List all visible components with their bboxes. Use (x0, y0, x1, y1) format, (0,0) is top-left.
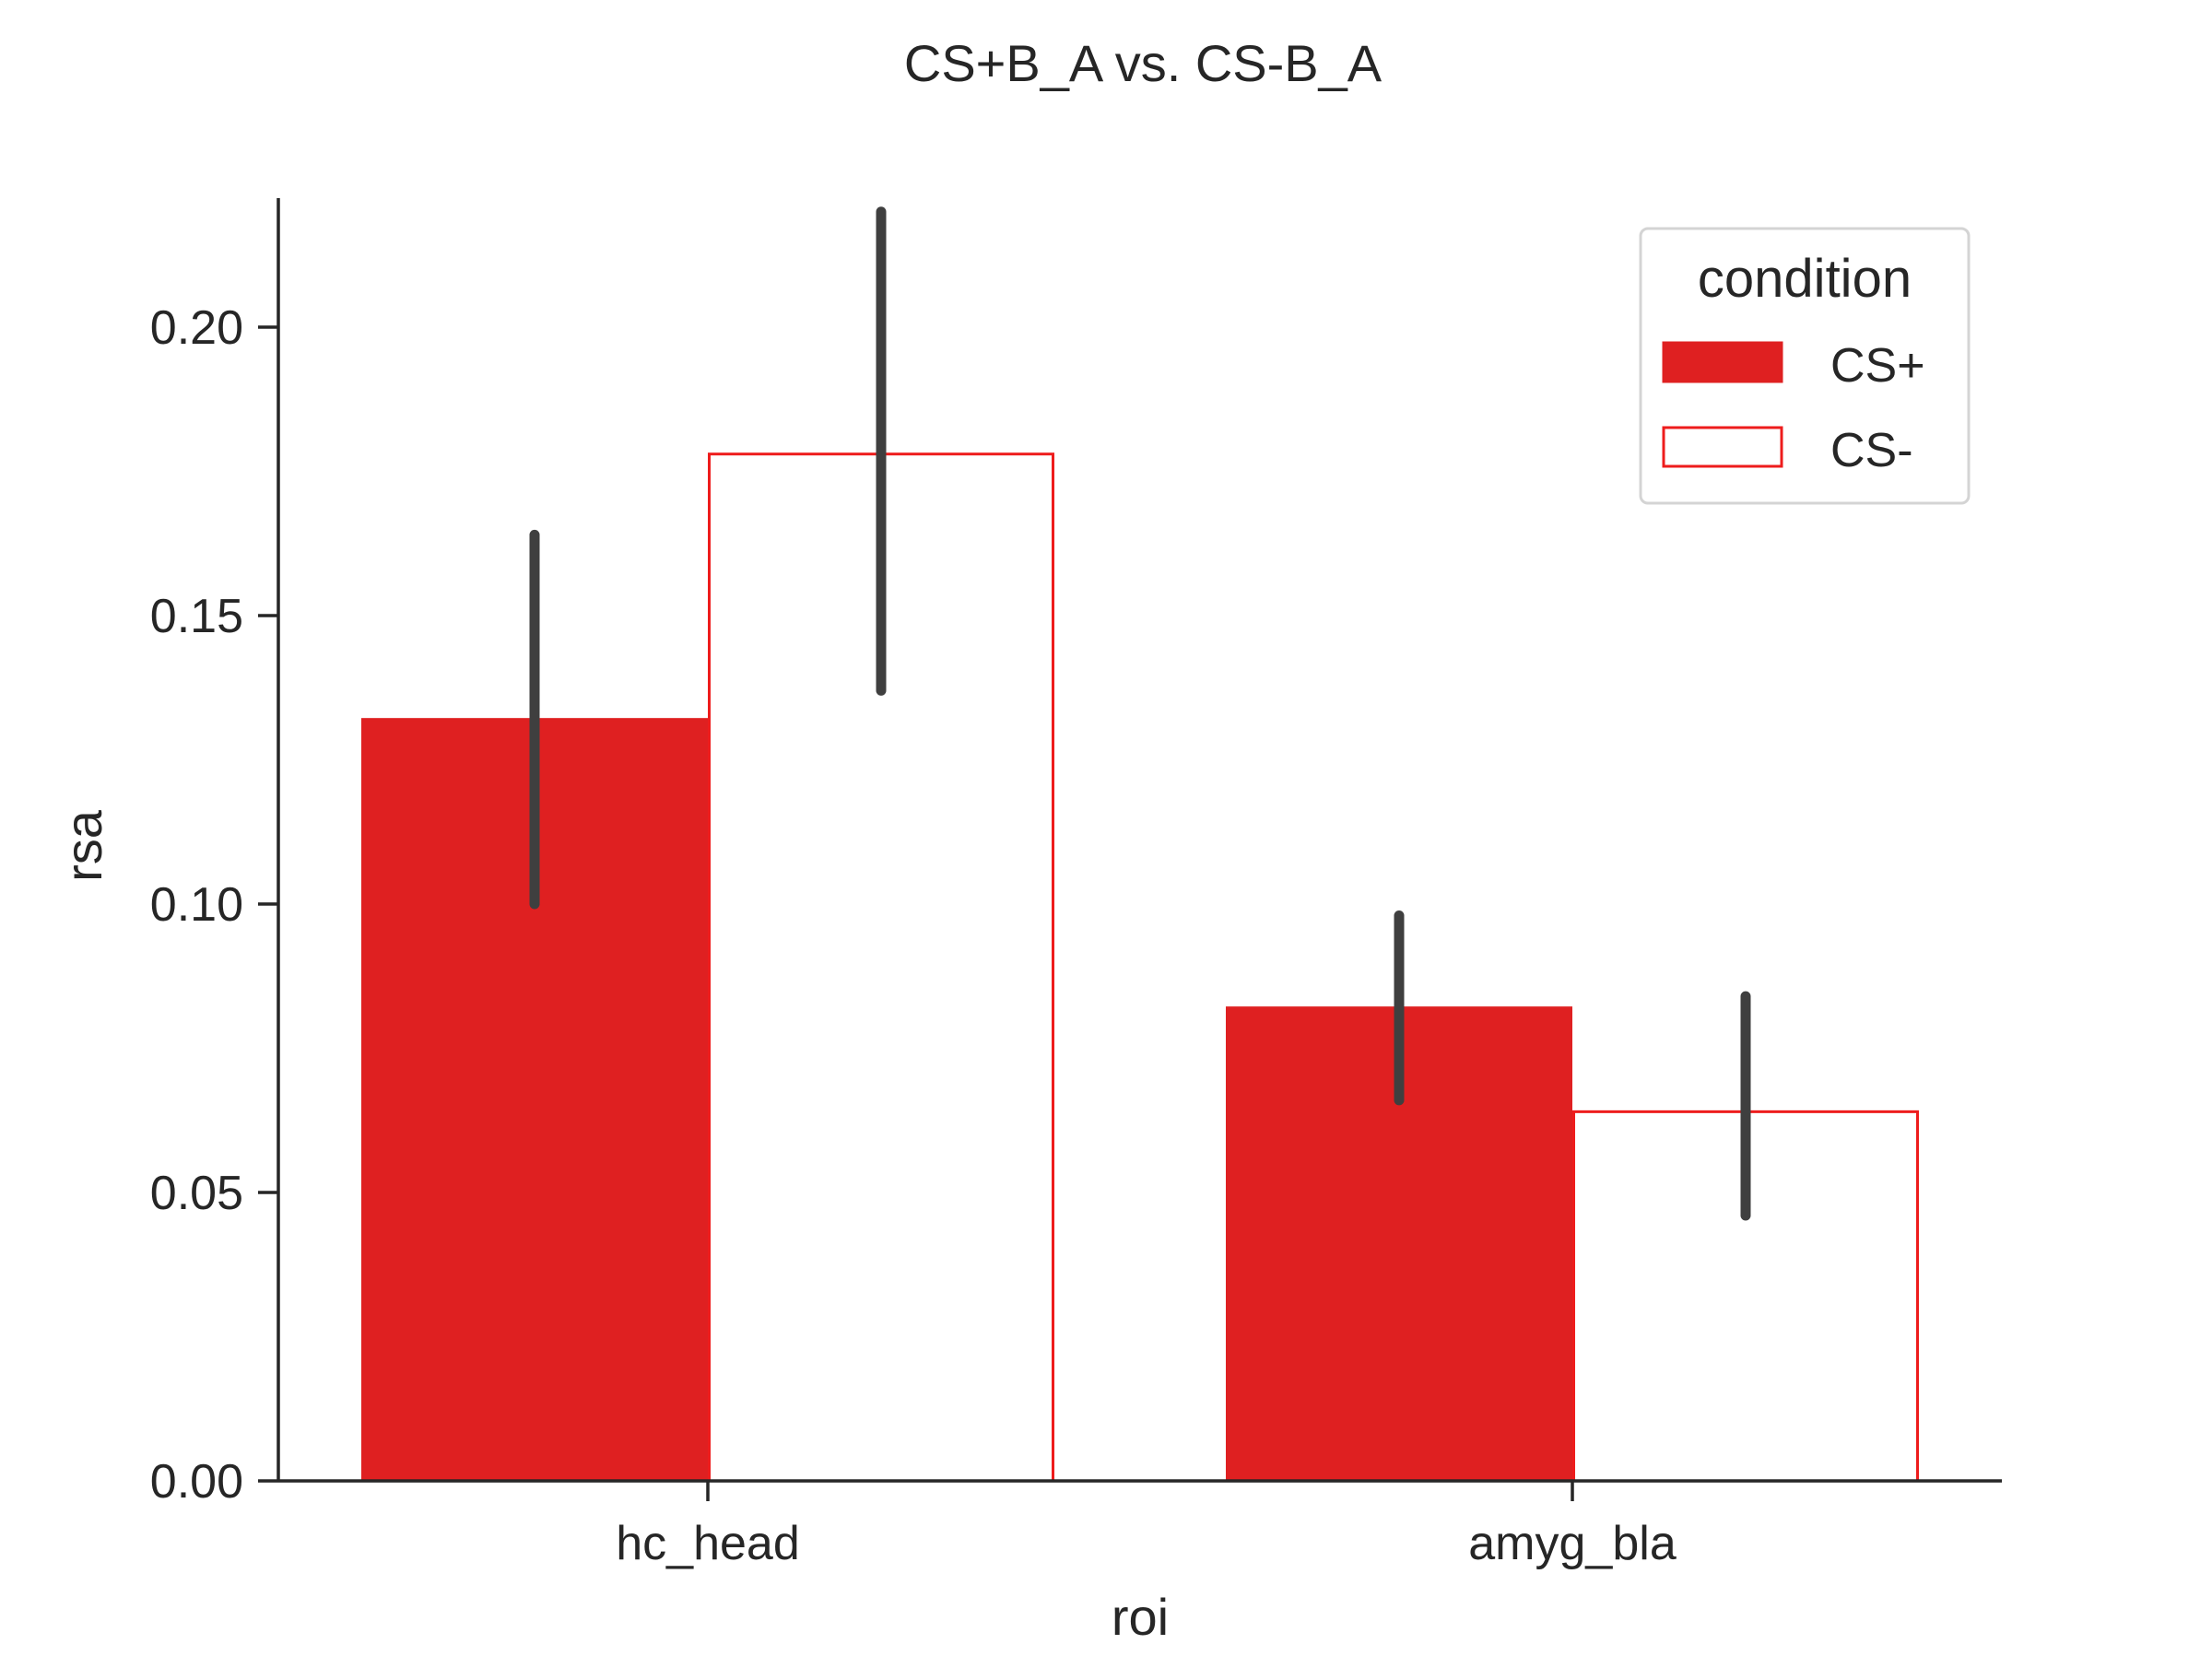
legend-label-cs-plus: CS+ (1830, 339, 1925, 393)
y-axis-label: rsa (54, 809, 112, 882)
legend-swatch-cs-plus (1662, 341, 1783, 383)
y-tick-label: 0.15 (150, 590, 243, 643)
legend-label-cs-minus: CS- (1830, 424, 1913, 477)
y-ticks: 0.00 0.05 0.10 0.15 0.20 (150, 301, 278, 1509)
errorbars-group (529, 206, 1751, 1221)
y-tick-label: 0.20 (150, 301, 243, 355)
y-tick-label: 0.05 (150, 1167, 243, 1220)
axes (276, 198, 2002, 1483)
x-tick-label-hc-head: hc_head (616, 1517, 800, 1570)
legend-swatch-cs-minus (1662, 426, 1783, 468)
x-axis-label: roi (1112, 1588, 1169, 1646)
y-tick-label: 0.10 (150, 878, 243, 932)
chart-title: CS+B_A vs. CS-B_A (904, 34, 1382, 92)
x-tick-label-amyg-bla: amyg_bla (1468, 1517, 1677, 1570)
legend-title: condition (1698, 249, 1912, 309)
legend: condition CS+ CS- (1639, 227, 1971, 505)
x-ticks: hc_head amyg_bla (616, 1481, 1677, 1570)
bars-group (361, 452, 1919, 1483)
y-tick-label: 0.00 (150, 1455, 243, 1509)
